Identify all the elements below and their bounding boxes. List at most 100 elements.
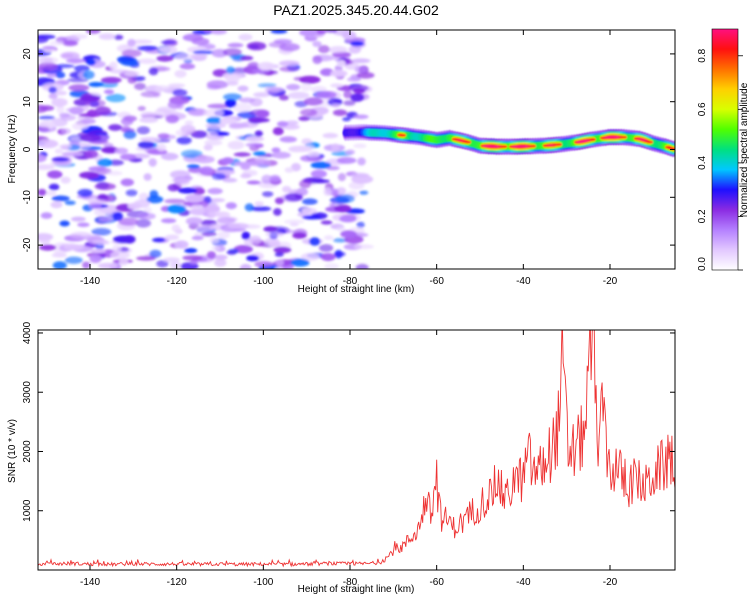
spectrogram-noise-blob [116, 57, 137, 61]
x-tick-label: -140 [80, 577, 100, 588]
spectrogram-noise-blob [123, 234, 136, 244]
spectrogram-noise-blob [191, 235, 204, 241]
spectrogram-noise-blob [180, 124, 196, 134]
spectrogram-noise-blob [174, 240, 189, 249]
spectrogram-noise-blob [47, 170, 63, 179]
snr-background [38, 330, 675, 570]
spectrogram-noise-blob [225, 74, 240, 84]
spectrogram-noise-blob [254, 260, 274, 268]
spectrogram-noise-blob [347, 77, 362, 82]
spectrogram-noise-blob [167, 204, 186, 214]
spectrogram-noise-blob [271, 151, 291, 159]
snr-ylabel: SNR (10 * v/v) [7, 419, 18, 483]
spectrogram-noise-blob [163, 257, 181, 263]
snr-xlabel: Height of straight line (km) [298, 584, 415, 595]
spectrogram-noise-blob [301, 138, 313, 145]
spectrogram-noise-blob [246, 255, 260, 262]
spectrogram-noise-blob [148, 67, 159, 76]
spectrogram-noise-blob [38, 115, 56, 120]
spectrogram-noise-blob [249, 159, 271, 167]
x-tick-label: -100 [253, 577, 273, 588]
spectrogram-noise-blob [336, 187, 347, 195]
spectrogram-noise-blob [331, 103, 341, 108]
spectrogram-noise-blob [86, 109, 98, 118]
y-tick-label: 4000 [22, 321, 33, 344]
spectrogram-noise-blob [302, 215, 322, 220]
spectrogram-noise-blob [330, 83, 343, 88]
spectrogram-noise-blob [111, 244, 122, 253]
x-tick-label: -80 [343, 577, 358, 588]
spectrogram-noise-blob [157, 133, 170, 139]
spectrogram-noise-blob [188, 208, 209, 216]
colorbar-tick-label: 0.6 [697, 102, 708, 116]
spectrogram-noise-blob [165, 234, 180, 241]
spectrogram-noise-blob [187, 108, 208, 116]
spectrogram-noise-blob [351, 174, 374, 184]
spectrogram-noise-blob [81, 118, 96, 125]
spectrogram-noise-blob [343, 90, 353, 99]
x-tick-label: -60 [429, 577, 444, 588]
spectrogram-noise-blob [204, 139, 223, 146]
spectrogram-noise-blob [110, 251, 130, 259]
spectrogram-noise-blob [279, 66, 299, 72]
spectrogram-noise-blob [109, 61, 118, 70]
spectrogram-noise-blob [334, 204, 352, 213]
spectrogram-noise-blob [307, 155, 323, 162]
spectrogram-noise-blob [191, 37, 210, 46]
spectrogram-noise-blob [318, 45, 330, 54]
spectrogram-noise-blob [65, 107, 85, 113]
spectrogram-noise-blob [82, 261, 91, 269]
y-tick-label: 1000 [22, 499, 33, 522]
spectrogram-noise-blob [175, 53, 196, 61]
spectrogram-noise-blob [38, 164, 55, 170]
spectrogram-noise-blob [97, 262, 118, 269]
spectrogram-noise-blob [245, 142, 262, 147]
spectrogram-noise-blob [351, 58, 371, 64]
spectrogram-noise-blob [254, 201, 264, 207]
spectrogram-noise-blob [127, 202, 142, 210]
spectrogram-noise-blob [123, 130, 137, 140]
spectrogram-noise-blob [226, 250, 237, 255]
x-tick-label: -140 [80, 276, 100, 287]
spectrogram-noise-blob [292, 232, 307, 239]
spectrogram-noise-blob [59, 144, 73, 149]
colorbar-label: Normalized spectral amplitude [739, 82, 750, 217]
snr-ticks: -140 -120 -100 -80 -60 -40 -20 1000 2000 3000 4000 [22, 321, 675, 588]
spectrogram-noise-blob [85, 30, 101, 34]
spectrogram-noise-blob [54, 90, 67, 96]
spectrogram-noise-blob [274, 197, 285, 205]
spectrogram-noise-blob [64, 256, 83, 264]
x-tick-label: -20 [603, 276, 618, 287]
spectrogram-noise-blob [51, 98, 68, 107]
spectrogram-noise-blob [300, 252, 320, 261]
colorbar-frame [711, 28, 739, 271]
colorbar-gradient [712, 29, 738, 270]
spectrogram-noise-blob [310, 169, 327, 178]
spectrogram-noise-blob [143, 207, 152, 213]
spectrogram-noise-blob [335, 194, 355, 204]
spectrogram-noise-blob [38, 126, 49, 131]
spectrogram-noise-blob [342, 31, 357, 40]
spectrogram-noise-blob [336, 157, 357, 164]
spectrogram-noise-blob [354, 65, 368, 74]
spectrogram-noise-blob [40, 212, 53, 219]
spectrogram-track-cell [555, 143, 563, 146]
spectrogram-noise-blob [71, 122, 89, 131]
spectrogram-noise-blob [211, 246, 221, 251]
spectrogram-frame [37, 29, 676, 270]
spectrogram-noise-blob [214, 258, 227, 267]
spectrogram-noise-blob [88, 166, 107, 172]
spectrogram-noise-blob [51, 252, 67, 258]
spectrogram-noise-blob [69, 33, 88, 40]
spectrogram-noise-blob [225, 202, 237, 210]
spectrogram-noise-blob [304, 144, 315, 150]
spectrogram-noise-blob [249, 235, 262, 244]
spectrogram-noise-blob [49, 40, 65, 46]
spectrogram-noise-blob [127, 39, 136, 47]
spectrogram-noise-blob [332, 109, 348, 116]
spectrogram-noise-blob [105, 93, 126, 103]
spectrogram-noise-blob [135, 218, 151, 228]
spectrogram-noise-blob [276, 121, 289, 127]
spectrogram-noise-blob [149, 190, 159, 199]
spectrogram-noise-blob [84, 150, 99, 159]
